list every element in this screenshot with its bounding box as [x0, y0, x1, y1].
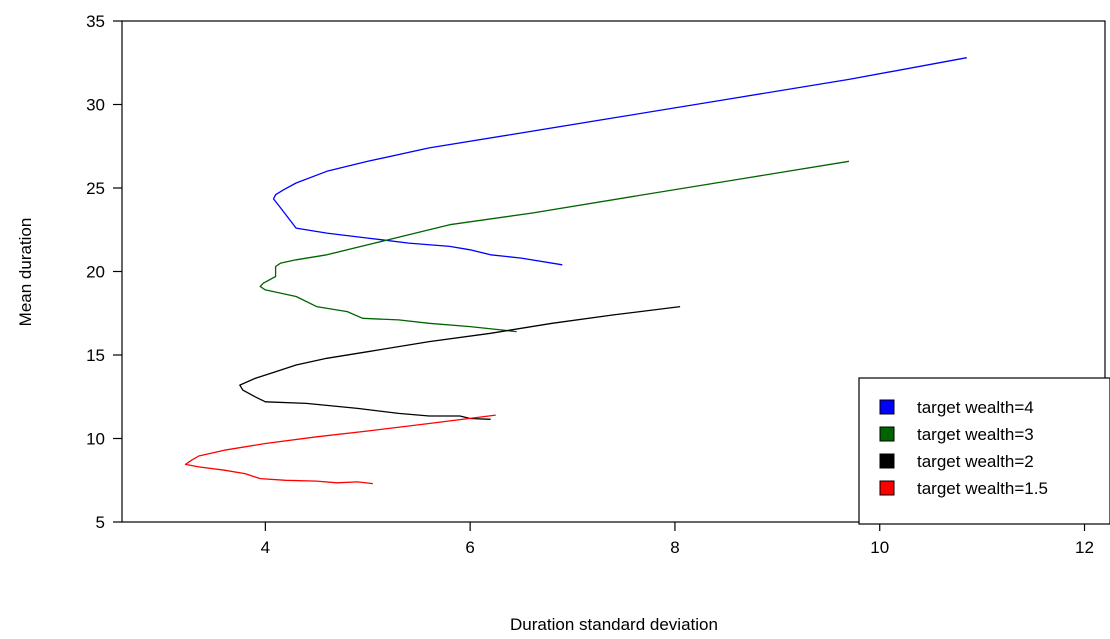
- x-tick-label: 8: [670, 538, 679, 557]
- legend-box: [858, 377, 1110, 525]
- legend-swatch: [879, 453, 895, 469]
- y-tick-label: 30: [86, 96, 105, 115]
- legend-swatch: [879, 480, 895, 496]
- legend-label: target wealth=2: [917, 452, 1034, 471]
- legend-label: target wealth=3: [917, 425, 1034, 444]
- y-tick-label: 25: [86, 179, 105, 198]
- legend: target wealth=4 target wealth=3 target wea…: [858, 377, 1110, 525]
- x-axis: 4 6 8 10 12: [261, 522, 1094, 557]
- y-axis: 5 10 15 20 25 30 35: [86, 12, 122, 532]
- legend-swatch: [879, 399, 895, 415]
- y-tick-label: 35: [86, 12, 105, 31]
- y-tick-label: 15: [86, 346, 105, 365]
- legend-swatch: [879, 426, 895, 442]
- series-line: [272, 57, 967, 266]
- y-tick-label: 5: [96, 513, 105, 532]
- series-line: [259, 160, 850, 333]
- y-tick-label: 10: [86, 430, 105, 449]
- x-axis-title: Duration standard deviation: [510, 615, 718, 634]
- y-tick-label: 20: [86, 263, 105, 282]
- series-line: [239, 305, 681, 420]
- x-tick-label: 4: [261, 538, 270, 557]
- series-line: [184, 414, 496, 485]
- legend-label: target wealth=1.5: [917, 479, 1048, 498]
- series-layer: [184, 57, 967, 485]
- x-tick-label: 6: [465, 538, 474, 557]
- x-tick-label: 12: [1075, 538, 1094, 557]
- legend-label: target wealth=4: [917, 398, 1034, 417]
- x-tick-label: 10: [870, 538, 889, 557]
- y-axis-title: Mean duration: [16, 218, 35, 327]
